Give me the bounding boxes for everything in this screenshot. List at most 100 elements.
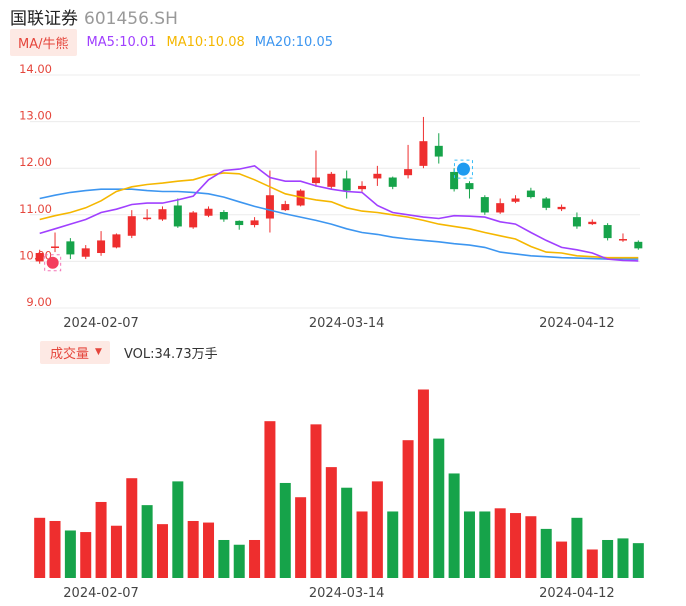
volume-bar	[371, 481, 383, 578]
candle-body	[542, 198, 551, 208]
candle-body	[404, 169, 413, 176]
volume-bar	[571, 517, 583, 578]
volume-bar	[249, 539, 261, 578]
volume-bar	[479, 511, 491, 578]
candle-body	[588, 221, 597, 225]
ma20-value: MA20:10.05	[254, 34, 333, 50]
volume-bar	[448, 473, 460, 578]
stock-name: 国联证券	[10, 9, 78, 29]
volume-bar	[617, 538, 629, 578]
candle-body	[143, 217, 152, 220]
candle-body	[296, 190, 305, 206]
y-tick-label: 9.00	[26, 295, 52, 309]
volume-legend: 成交量 ▼ VOL:34.73万手	[40, 340, 218, 364]
volume-indicator-tag[interactable]: 成交量 ▼	[40, 340, 110, 364]
candle-body	[327, 173, 336, 187]
candle-body	[204, 208, 213, 216]
x-tick-label: 2024-02-07	[63, 316, 139, 331]
volume-x-tick-label: 2024-04-12	[539, 586, 615, 601]
candle-body	[618, 239, 627, 241]
candle-body	[158, 209, 167, 220]
y-tick-label: 13.00	[19, 109, 52, 123]
volume-bar	[433, 438, 445, 578]
volume-bar	[110, 525, 122, 578]
candle-body	[511, 198, 520, 202]
candle-body	[66, 241, 75, 255]
candle-body	[572, 217, 581, 227]
candle-body	[51, 246, 60, 248]
bear-marker-icon	[46, 256, 59, 269]
volume-bar	[218, 539, 230, 578]
candle-body	[496, 203, 505, 213]
candle-body	[634, 241, 643, 249]
volume-bar	[80, 532, 92, 578]
volume-bar	[34, 517, 46, 578]
volume-bar	[264, 421, 276, 578]
candle-body	[127, 216, 136, 236]
x-tick-label: 2024-03-14	[309, 316, 385, 331]
candle-body	[112, 234, 121, 248]
volume-bar	[49, 520, 61, 578]
candle-body	[373, 173, 382, 179]
volume-bar	[325, 467, 337, 578]
volume-bar	[203, 522, 215, 578]
candle-body	[250, 220, 259, 226]
candle-body	[281, 204, 290, 211]
y-tick-label: 10.00	[19, 248, 52, 262]
candle-body	[265, 195, 274, 219]
volume-bar	[494, 508, 506, 578]
volume-bar	[356, 511, 368, 578]
bull-marker-icon	[456, 162, 470, 176]
volume-bar	[126, 478, 138, 578]
stock-code: 601456.SH	[84, 9, 178, 29]
bear-marker-frame	[44, 254, 62, 272]
candle-body	[526, 190, 535, 198]
stock-header: 国联证券 601456.SH	[10, 4, 178, 29]
volume-bar	[156, 524, 168, 578]
volume-bar	[510, 513, 522, 578]
volume-bar	[233, 544, 245, 578]
volume-tag-label: 成交量	[50, 346, 90, 362]
candle-body	[434, 145, 443, 157]
volume-bar	[463, 511, 475, 578]
candle-body	[342, 178, 351, 191]
ma10-line	[39, 172, 639, 259]
ma-indicator-tag[interactable]: MA/牛熊	[10, 28, 77, 56]
volume-bar	[95, 501, 107, 578]
candle-body	[480, 197, 489, 213]
volume-bar	[402, 440, 414, 578]
bull-marker-frame	[453, 159, 473, 179]
candle-body	[450, 171, 459, 190]
volume-x-tick-label: 2024-02-07	[63, 586, 139, 601]
candle-body	[173, 205, 182, 227]
volume-bar	[64, 530, 76, 578]
ma-legend: MA/牛熊 MA5:10.01 MA10:10.08 MA20:10.05	[10, 28, 333, 56]
y-tick-label: 11.00	[19, 202, 52, 216]
y-tick-label: 14.00	[19, 62, 52, 76]
volume-bar	[586, 549, 598, 578]
candle-body	[419, 141, 428, 166]
candle-body	[388, 177, 397, 187]
ma5-value: MA5:10.01	[86, 34, 157, 50]
volume-bar	[172, 481, 184, 578]
volume-bar	[279, 482, 291, 578]
candle-body	[35, 253, 44, 262]
candle-body	[358, 185, 367, 190]
ma20-line	[39, 188, 639, 260]
caret-down-icon: ▼	[95, 347, 102, 357]
ma10-value: MA10:10.08	[166, 34, 245, 50]
candle-body	[97, 240, 106, 254]
volume-bar	[525, 516, 537, 578]
candle-body	[81, 248, 90, 257]
volume-bar	[602, 539, 614, 578]
volume-value: VOL:34.73万手	[123, 346, 218, 362]
volume-bar	[556, 541, 568, 578]
candle-body	[189, 212, 198, 228]
candle-body	[311, 177, 320, 184]
volume-bar	[540, 528, 552, 578]
candle-body	[465, 183, 474, 190]
volume-x-tick-label: 2024-03-14	[309, 586, 385, 601]
y-tick-label: 12.00	[19, 155, 52, 169]
candle-body	[219, 212, 228, 220]
candle-body	[557, 206, 566, 210]
